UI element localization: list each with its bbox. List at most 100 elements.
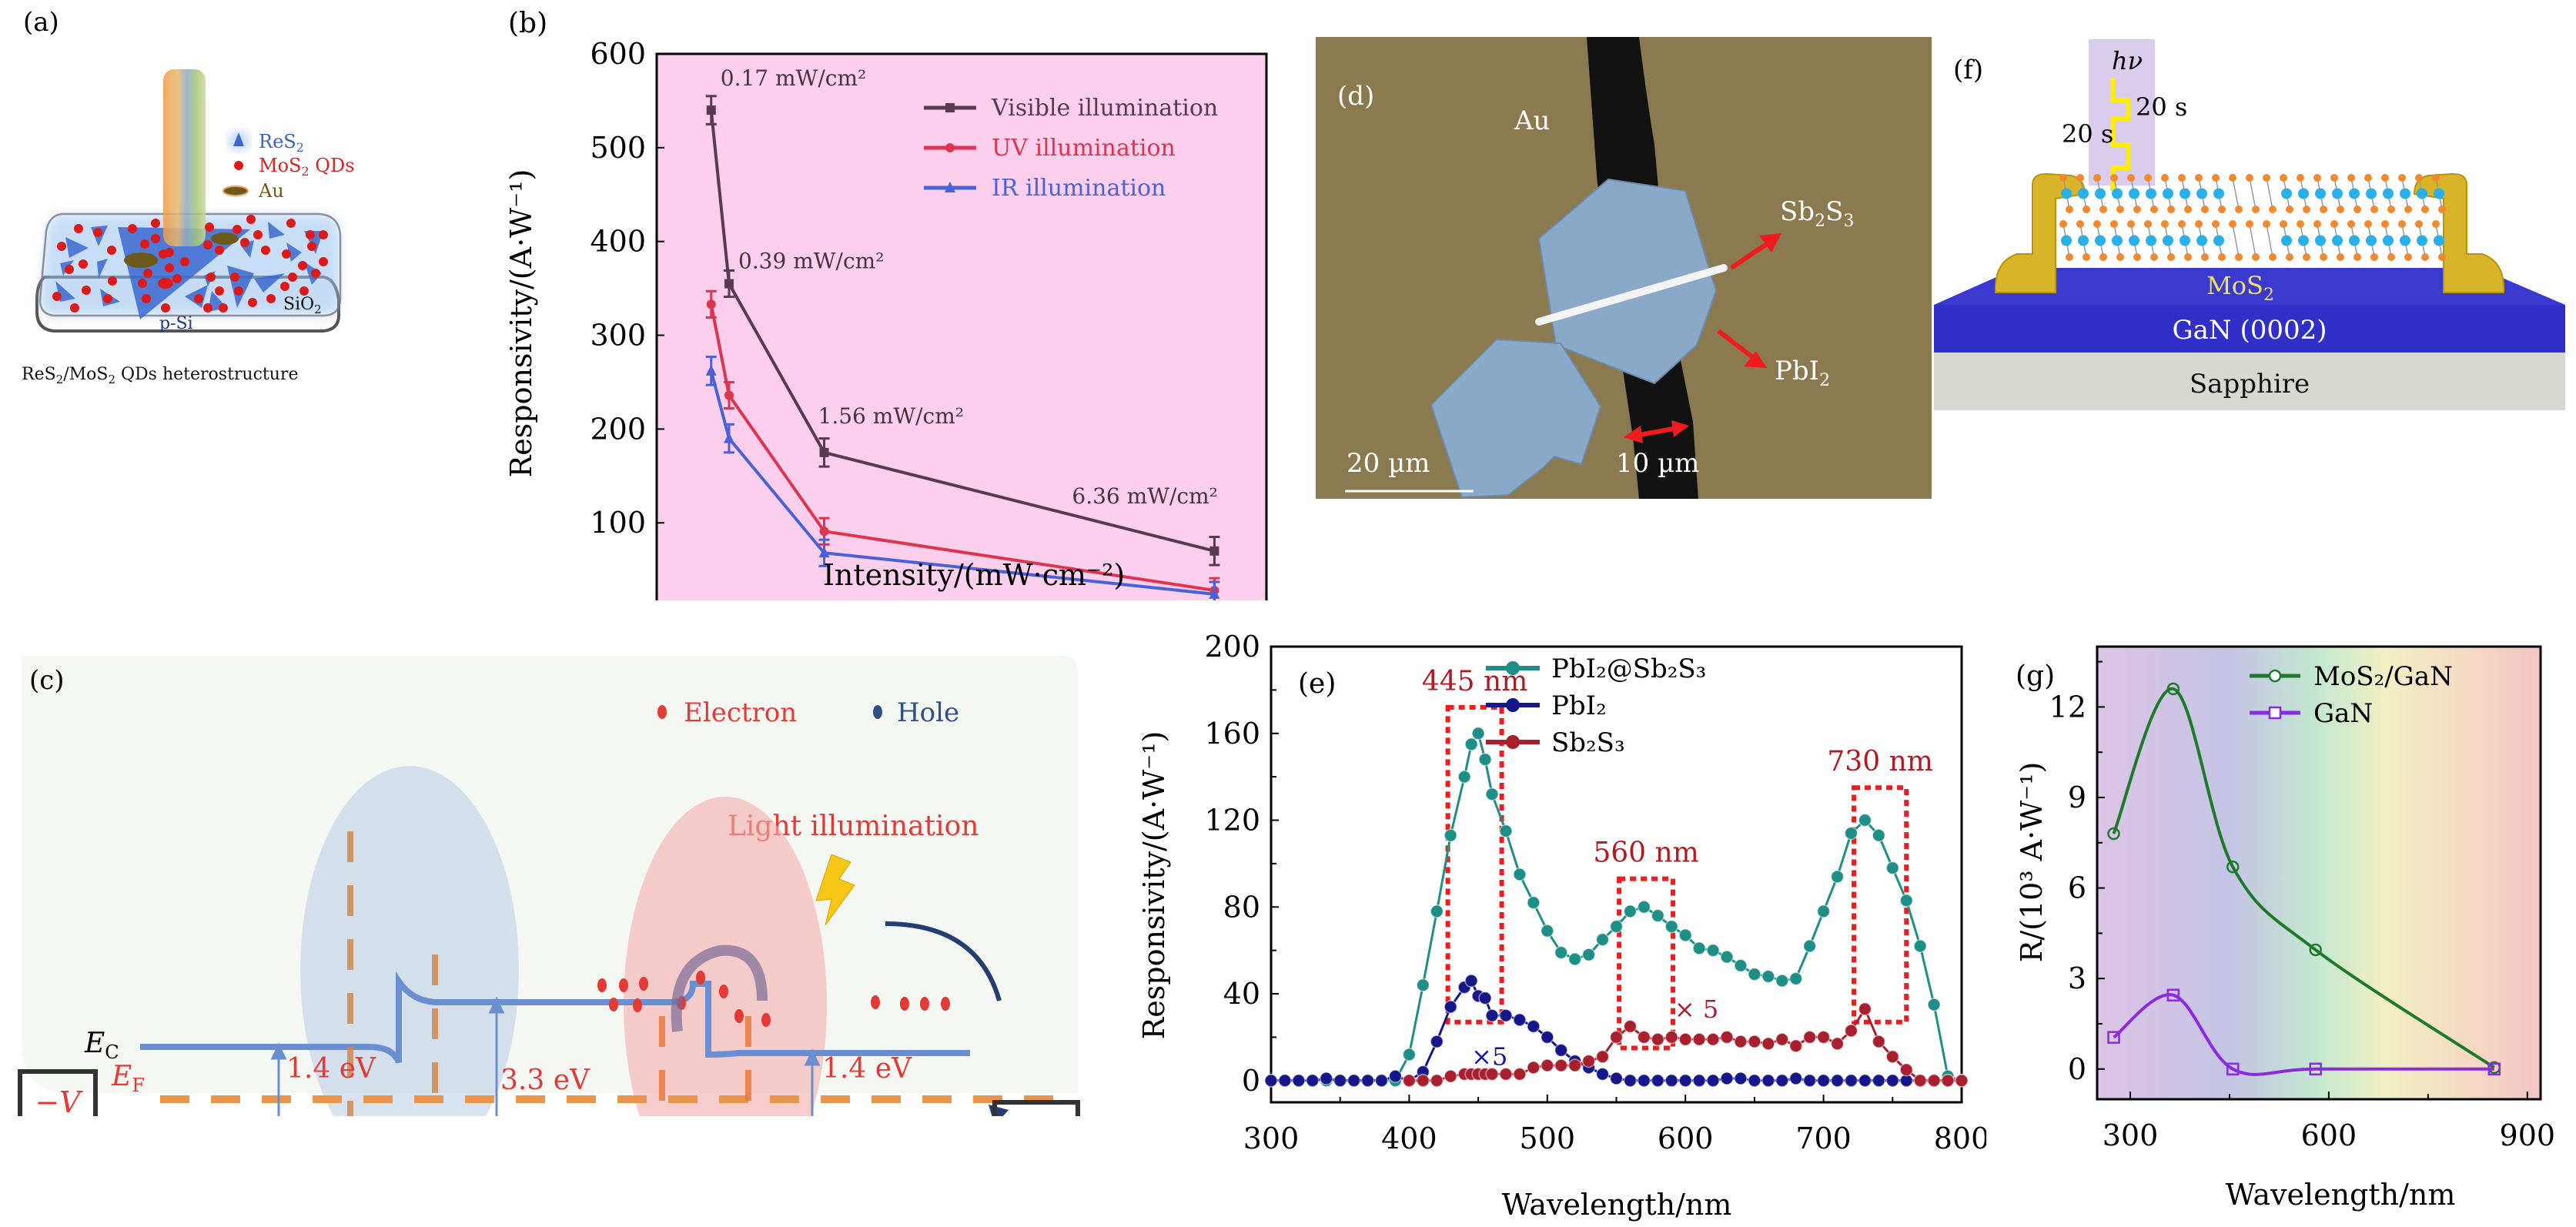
e-data-point bbox=[1623, 1019, 1638, 1034]
sulfur-atom bbox=[2263, 220, 2270, 228]
e-data-point bbox=[1761, 969, 1775, 984]
molybdenum-atom bbox=[2180, 188, 2190, 199]
arrow-sb2s3 bbox=[1730, 233, 1781, 270]
e-data-point bbox=[1830, 870, 1845, 884]
gap-right-label: 1.4 eV bbox=[822, 1053, 912, 1085]
sulfur-atom bbox=[2235, 253, 2243, 261]
g-xlabel: Wavelength/nm bbox=[2226, 1178, 2456, 1212]
sulfur-atom bbox=[2320, 206, 2327, 213]
au-legend-icon bbox=[222, 186, 249, 196]
panel-d-sem-image: (d) Au Sb2S3 PbI2 10 µm 20 µm bbox=[1316, 37, 1932, 499]
b-ytick-label: 400 bbox=[590, 225, 646, 259]
e-data-point bbox=[1416, 1074, 1430, 1088]
e-data-point bbox=[1464, 737, 1478, 751]
e-data-point bbox=[1830, 1037, 1845, 1051]
molybdenum-atom bbox=[2213, 188, 2224, 199]
sulfur-atom bbox=[2127, 174, 2135, 182]
sulfur-atom bbox=[2161, 220, 2169, 228]
molybdenum-atom bbox=[2281, 235, 2292, 246]
panel-f-label: (f) bbox=[1953, 55, 1983, 85]
sulfur-atom bbox=[2354, 253, 2361, 261]
ec-label: EC bbox=[84, 1028, 119, 1063]
scale-label: 20 µm bbox=[1347, 448, 1430, 479]
sulfur-atom bbox=[2404, 253, 2412, 261]
e-xtick-label: 700 bbox=[1795, 1122, 1852, 1155]
sapphire-label: Sapphire bbox=[2190, 369, 2310, 400]
sulfur-atom bbox=[2235, 206, 2243, 213]
panel-a-caption: ReS2/MoS2 QDs heterostructure bbox=[22, 365, 298, 386]
molybdenum-atom bbox=[2383, 188, 2394, 199]
g-data-point bbox=[2309, 1062, 2322, 1076]
g-data-point bbox=[2487, 1062, 2501, 1076]
e-data-point bbox=[1430, 904, 1444, 918]
e-xtick-label: 800 bbox=[1934, 1122, 1986, 1155]
panel-e-label: (e) bbox=[1298, 668, 1336, 700]
panel-g-label: (g) bbox=[2016, 660, 2055, 692]
sulfur-atom bbox=[2313, 174, 2321, 182]
b-data-point bbox=[819, 527, 829, 537]
sulfur-atom bbox=[2303, 206, 2310, 213]
g-xtick-label: 600 bbox=[2301, 1118, 2357, 1152]
molybdenum-atom bbox=[2400, 188, 2410, 199]
sulfur-atom bbox=[2093, 174, 2101, 182]
sb2s3-label: Sb2S3 bbox=[1780, 196, 1854, 231]
e-ytick-label: 160 bbox=[1204, 717, 1260, 751]
sulfur-atom bbox=[2184, 206, 2192, 213]
au-label: Au bbox=[1514, 105, 1550, 136]
e-xtick-label: 300 bbox=[1243, 1122, 1300, 1155]
au-particle bbox=[124, 252, 158, 268]
e-legend-label: Sb₂S₃ bbox=[1551, 727, 1625, 758]
e-data-point bbox=[1541, 1030, 1554, 1045]
molybdenum-atom bbox=[2281, 188, 2292, 199]
sulfur-atom bbox=[2263, 174, 2270, 182]
e-data-point bbox=[1651, 908, 1665, 923]
e-data-point bbox=[1955, 1074, 1969, 1088]
b-data-point bbox=[1209, 546, 1219, 556]
e-data-point bbox=[1264, 1074, 1278, 1088]
e-peak-label: 730 nm bbox=[1827, 746, 1932, 777]
sulfur-atom bbox=[2370, 206, 2378, 213]
e-data-point bbox=[1623, 1074, 1638, 1088]
off-time-label: 20 s bbox=[2136, 92, 2187, 122]
mos2-bond bbox=[2232, 177, 2240, 210]
b-legend-marker bbox=[945, 103, 955, 112]
e-ytick-label: 80 bbox=[1223, 890, 1260, 924]
e-data-point bbox=[1692, 1074, 1706, 1088]
e-data-point bbox=[1927, 1074, 1941, 1088]
pbi2-flake-small bbox=[1430, 338, 1602, 499]
sulfur-atom bbox=[2398, 174, 2406, 182]
mos2-qds bbox=[52, 215, 328, 313]
e-legend-label: PbI₂ bbox=[1551, 690, 1607, 721]
sulfur-atom bbox=[2184, 253, 2192, 261]
mos2-bond bbox=[2266, 223, 2273, 258]
e-data-point bbox=[1637, 900, 1651, 914]
sulfur-atom bbox=[2110, 220, 2118, 228]
e-xtick-label: 600 bbox=[1658, 1122, 1714, 1155]
e-xtick-label: 400 bbox=[1381, 1122, 1437, 1155]
e-data-point bbox=[1844, 826, 1858, 841]
sulfur-atom bbox=[2195, 220, 2203, 228]
sulfur-atom bbox=[2167, 253, 2175, 261]
sulfur-atom bbox=[2398, 220, 2406, 228]
depletion-region-right bbox=[624, 797, 827, 1116]
e-legend-marker bbox=[1506, 698, 1520, 712]
e-data-point bbox=[1464, 974, 1478, 988]
e-data-point bbox=[1499, 1008, 1513, 1022]
e-data-point bbox=[1692, 1032, 1706, 1046]
gap-left-label: 1.4 eV bbox=[286, 1053, 376, 1085]
sulfur-atom bbox=[2083, 206, 2090, 213]
molybdenum-atom bbox=[2061, 188, 2072, 199]
b-plot-background bbox=[657, 54, 1266, 600]
sulfur-atom bbox=[2099, 253, 2107, 261]
e-data-point bbox=[1567, 952, 1582, 966]
sulfur-atom bbox=[2432, 220, 2440, 228]
negative-voltage-label: −V bbox=[35, 1085, 83, 1116]
g-ytick-label: 6 bbox=[2068, 871, 2086, 905]
e-data-point bbox=[1554, 945, 1568, 960]
sulfur-atom bbox=[2415, 220, 2423, 228]
e-data-point bbox=[1899, 894, 1913, 908]
sulfur-atom bbox=[2083, 253, 2090, 261]
molybdenum-atom bbox=[2078, 188, 2089, 199]
e-data-point bbox=[1360, 1074, 1375, 1088]
sulfur-atom bbox=[2059, 220, 2067, 228]
